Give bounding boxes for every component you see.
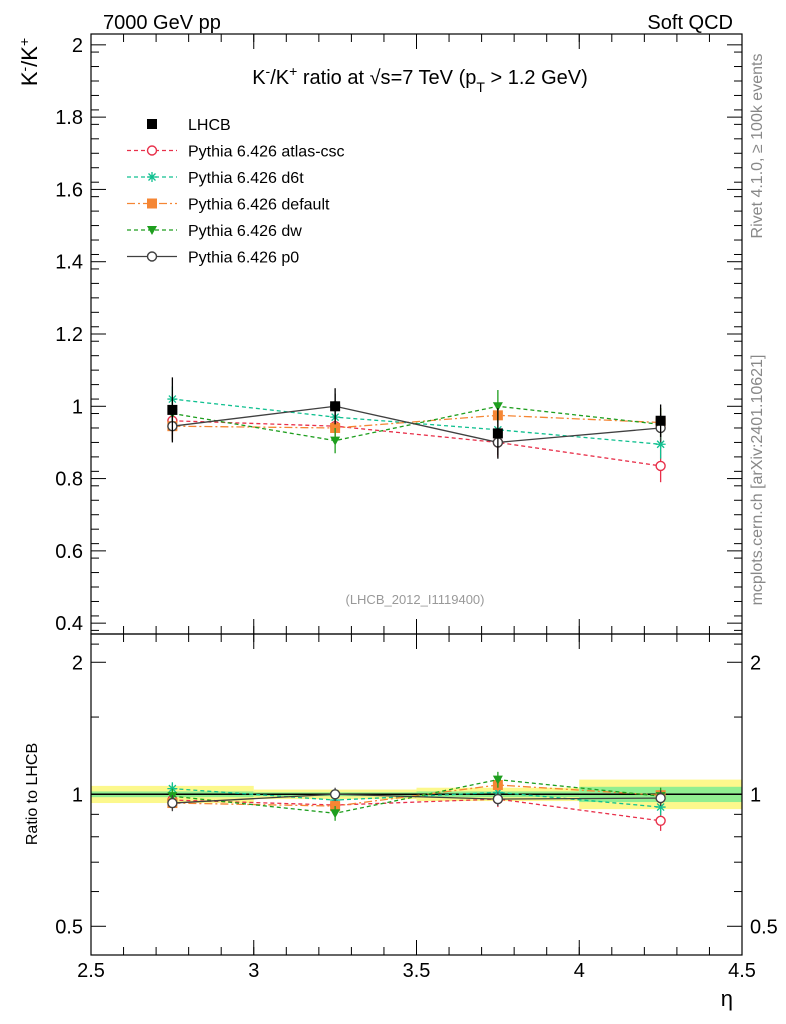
main-y-tick-label: 1.4 <box>55 252 83 274</box>
data-point <box>330 436 341 446</box>
main-y-tick-label: 1 <box>72 396 83 418</box>
data-point <box>167 404 178 415</box>
main-y-tick-label: 1.2 <box>55 324 83 346</box>
ratio-series-line <box>172 787 661 808</box>
ratio-series-line <box>172 798 661 822</box>
side-label-rivet: Rivet 4.1.0, ≥ 100k events <box>749 54 766 239</box>
ratio-data-point <box>655 815 666 826</box>
x-tick-label: 4 <box>574 960 585 982</box>
x-axis-label: η <box>721 986 733 1011</box>
ratio-data-point <box>329 789 341 800</box>
legend-label: LHCB <box>188 117 231 134</box>
main-y-tick-label: 1.6 <box>55 179 83 201</box>
data-point <box>655 415 666 426</box>
ratio-data-point <box>167 797 178 809</box>
ratio-y-tick-label-right: 0.5 <box>750 916 778 938</box>
ratio-series-pythia-6-426-p0 <box>167 787 666 812</box>
legend-entry: Pythia 6.426 default <box>127 197 330 214</box>
data-point <box>492 428 503 439</box>
ratio-data-point <box>492 793 504 805</box>
main-y-tick-label: 1.8 <box>55 107 83 129</box>
main-title: K-/K+ ratio at √s=7 TeV (pT > 1.2 GeV) <box>252 63 588 95</box>
side-label-mcplots: mcplots.cern.ch [arXiv:2401.10621] <box>749 355 766 606</box>
x-tick-label: 4.5 <box>728 960 756 982</box>
legend-label: Pythia 6.426 p0 <box>188 250 299 267</box>
ratio-data-point <box>492 775 503 785</box>
ratio-y-axis-label: Ratio to LHCB <box>24 743 41 845</box>
data-point <box>330 401 341 412</box>
legend-label: Pythia 6.426 atlas-csc <box>188 144 345 161</box>
x-tick-label: 2.5 <box>77 960 105 982</box>
ratio-data-point <box>492 787 503 798</box>
main-panel: 0.4 0.6 0.8 1 1.2 1.4 1.6 1.8 2 K-/K+ ratio at √… <box>16 33 743 635</box>
legend-marker <box>146 145 158 156</box>
ratio-y-tick-label: 2 <box>72 652 83 674</box>
main-y-tick-label: 0.4 <box>55 613 83 635</box>
legend-marker <box>147 119 157 129</box>
ratio-y-tick-label: 1 <box>72 784 83 806</box>
ratio-data-point <box>330 809 341 819</box>
series-line <box>172 420 661 467</box>
legend: LHCB Pythia 6.426 atlas-csc Pythia 6.426 d… <box>127 117 345 267</box>
ratio-y-tick-label: 0.5 <box>55 916 83 938</box>
data-point <box>655 439 666 450</box>
header-left-label: 7000 GeV pp <box>103 12 221 34</box>
ratio-y-tick-label-right: 2 <box>750 652 761 674</box>
legend-entry: Pythia 6.426 d6t <box>127 170 304 187</box>
ratio-data-point <box>655 802 666 813</box>
legend-marker <box>147 198 157 209</box>
main-y-axis-label: K-/K+ <box>16 38 42 86</box>
legend-entry: Pythia 6.426 p0 <box>127 250 299 267</box>
legend-marker <box>146 251 158 262</box>
ratio-panel: 0.5 0.5 1 1 2 2 2.5 3 3.5 4 4.5 Ratio to LHCB η <box>24 633 778 1011</box>
legend-label: Pythia 6.426 d6t <box>188 170 304 187</box>
header-right-label: Soft QCD <box>647 12 733 34</box>
legend-entry: Pythia 6.426 atlas-csc <box>127 144 345 161</box>
main-y-tick-label: 0.8 <box>55 469 83 491</box>
ratio-series-line <box>172 793 661 804</box>
series-line <box>172 405 661 444</box>
legend-entry: LHCB <box>147 117 231 134</box>
ratio-y-tick-label-right: 1 <box>750 784 761 806</box>
main-y-tick-label: 0.6 <box>55 541 83 563</box>
main-y-tick-label: 2 <box>72 35 83 57</box>
series-lhcb <box>167 377 666 459</box>
ratio-series-line <box>172 784 661 807</box>
data-point <box>492 402 503 412</box>
x-tick-label: 3.5 <box>403 960 431 982</box>
legend-marker <box>147 172 157 182</box>
data-point <box>655 460 666 472</box>
series-line <box>172 414 661 429</box>
series-line <box>172 405 661 442</box>
legend-entry: Pythia 6.426 dw <box>127 223 302 240</box>
x-tick-label: 3 <box>248 960 259 982</box>
legend-marker <box>147 226 157 235</box>
analysis-tag: (LHCB_2012_I1119400) <box>345 592 484 607</box>
legend-label: Pythia 6.426 dw <box>188 223 302 240</box>
legend-label: Pythia 6.426 default <box>188 197 330 214</box>
ratio-data-point <box>655 792 666 804</box>
